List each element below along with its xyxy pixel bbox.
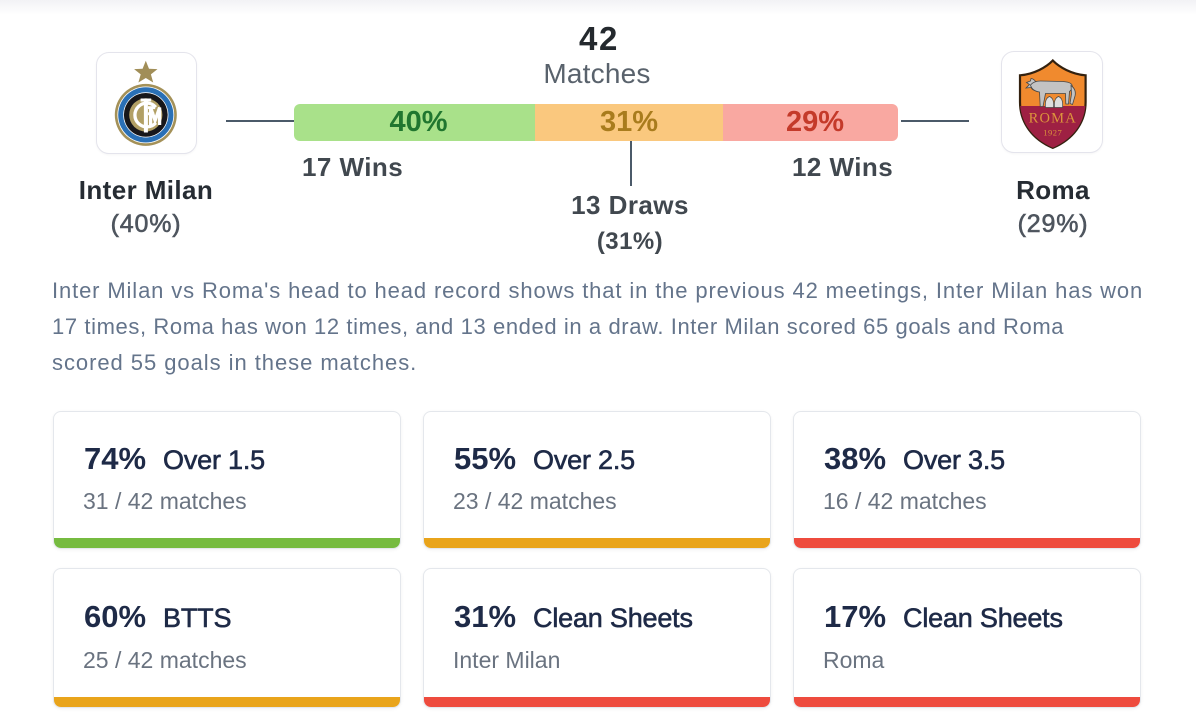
- svg-text:ROMA: ROMA: [1029, 111, 1077, 127]
- svg-text:1927: 1927: [1043, 128, 1062, 138]
